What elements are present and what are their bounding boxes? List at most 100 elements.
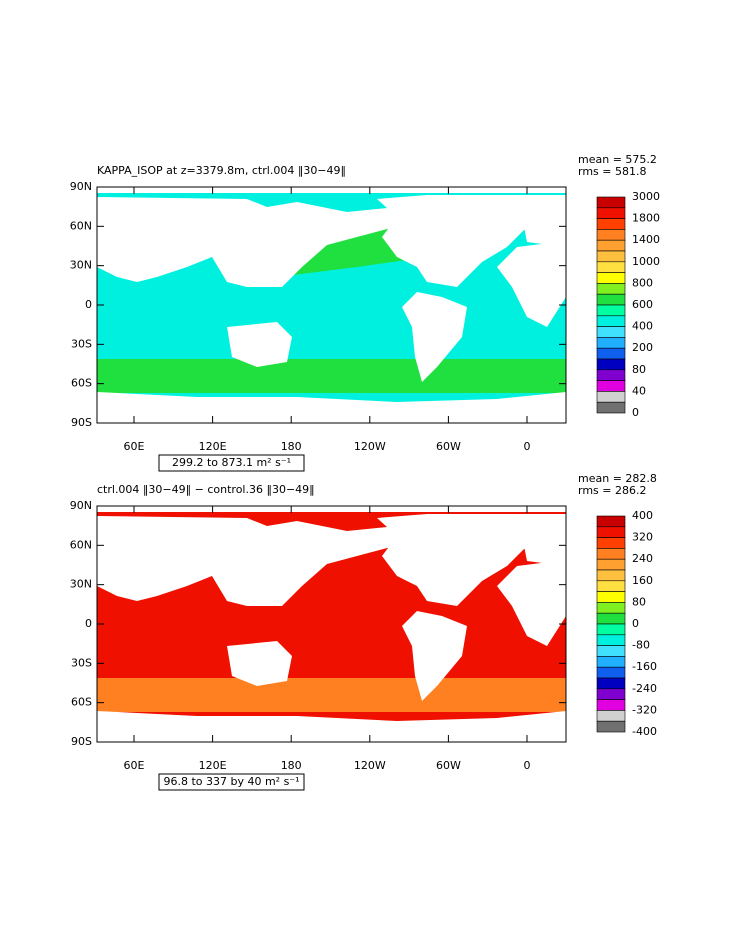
colorbar-box (596, 261, 626, 273)
colorbar-box (596, 358, 626, 371)
colorbar-box (596, 537, 626, 549)
colorbar-box (596, 612, 626, 625)
colorbar-box (596, 569, 626, 582)
lon-label: 180 (281, 440, 302, 453)
colorbar-box (596, 380, 626, 392)
lat-label: 0 (85, 617, 92, 630)
map-panel: ctrl.004 ‖30−49‖ − control.36 ‖30−49‖ mea… (70, 472, 657, 791)
colorbar-label: 3000 (632, 190, 660, 203)
colorbar-box (596, 710, 626, 722)
mean-label: mean = 575.2 (578, 153, 657, 166)
colorbar-label: 0 (632, 617, 639, 630)
colorbar-label: 1000 (632, 255, 660, 268)
colorbar-box (596, 250, 626, 263)
colorbar-box (596, 326, 626, 338)
colorbar-label: 800 (632, 276, 653, 289)
colorbar-box (596, 293, 626, 306)
lon-label: 60W (436, 759, 461, 772)
lat-label: 90S (71, 416, 92, 429)
colorbar-box (596, 283, 626, 295)
lon-label: 120E (199, 759, 227, 772)
colorbar-label: -240 (632, 682, 657, 695)
colorbar-box (596, 272, 626, 284)
lat-label: 0 (85, 298, 92, 311)
lat-label: 30N (70, 578, 92, 591)
lon-label: 60E (124, 440, 145, 453)
colorbar-label: 200 (632, 341, 653, 354)
colorbar-box (596, 229, 626, 241)
colorbar-box (596, 196, 626, 209)
colorbar-box (596, 558, 626, 571)
colorbar-box (596, 526, 626, 538)
colorbar-box (596, 634, 626, 646)
lon-label: 120W (354, 759, 386, 772)
colorbar-label: 80 (632, 363, 646, 376)
colorbar-label: 80 (632, 595, 646, 608)
lat-label: 60N (70, 219, 92, 232)
panel-title: ctrl.004 ‖30−49‖ − control.36 ‖30−49‖ (97, 483, 315, 496)
map-panel: KAPPA_ISOP at z=3379.8m, ctrl.004 ‖30−49… (70, 153, 660, 472)
mean-label: mean = 282.8 (578, 472, 657, 485)
map-field (97, 506, 566, 742)
lat-label: 60N (70, 538, 92, 551)
colorbar-box (596, 591, 626, 603)
colorbar-box (596, 337, 626, 349)
colorbar-box (596, 580, 626, 592)
colorbar-box (596, 720, 626, 733)
colorbar-box (596, 369, 626, 381)
lon-label: 120E (199, 440, 227, 453)
colorbar-box (596, 602, 626, 614)
southern-band (97, 678, 566, 712)
colorbar-label: -320 (632, 703, 657, 716)
colorbar-box (596, 315, 626, 327)
colorbar-label: 400 (632, 509, 653, 522)
range-label: 96.8 to 337 by 40 m² s⁻¹ (163, 775, 299, 788)
rms-label: rms = 286.2 (578, 484, 646, 497)
colorbar-box (596, 548, 626, 560)
lat-label: 30S (71, 656, 92, 669)
lon-label: 120W (354, 440, 386, 453)
lat-label: 90S (71, 735, 92, 748)
range-box (158, 773, 305, 791)
colorbar-box (596, 218, 626, 230)
colorbar-label: 320 (632, 531, 653, 544)
colorbar-label: -160 (632, 660, 657, 673)
panel-title: KAPPA_ISOP at z=3379.8m, ctrl.004 ‖30−49… (97, 164, 346, 177)
lat-label: 60S (71, 696, 92, 709)
colorbar-label: 160 (632, 574, 653, 587)
lat-label: 90N (70, 499, 92, 512)
colorbar-box (596, 239, 626, 252)
colorbar-box (596, 515, 626, 528)
colorbar-box (596, 347, 626, 360)
colorbar-box (596, 401, 626, 414)
colorbar-label: -80 (632, 639, 650, 652)
lon-label: 0 (524, 759, 531, 772)
map-field (97, 187, 566, 423)
lon-label: 60E (124, 759, 145, 772)
colorbar-label: 1400 (632, 233, 660, 246)
range-box (158, 454, 305, 472)
lat-label: 60S (71, 377, 92, 390)
southern-band (97, 359, 566, 393)
lon-label: 180 (281, 759, 302, 772)
colorbar-box (596, 699, 626, 711)
colorbar-box (596, 304, 626, 317)
lat-label: 30N (70, 259, 92, 272)
colorbar-box (596, 623, 626, 636)
rms-label: rms = 581.8 (578, 165, 646, 178)
colorbar-box (596, 677, 626, 690)
lon-label: 0 (524, 440, 531, 453)
colorbar-box (596, 688, 626, 700)
range-label: 299.2 to 873.1 m² s⁻¹ (172, 456, 291, 469)
colorbar-label: 600 (632, 298, 653, 311)
lat-label: 30S (71, 337, 92, 350)
colorbar-box (596, 666, 626, 679)
colorbar-label: 400 (632, 320, 653, 333)
colorbar-label: 40 (632, 384, 646, 397)
lat-label: 90N (70, 180, 92, 193)
colorbar-label: 240 (632, 552, 653, 565)
colorbar-label: -400 (632, 725, 657, 738)
colorbar-box (596, 391, 626, 403)
colorbar-box (596, 656, 626, 668)
